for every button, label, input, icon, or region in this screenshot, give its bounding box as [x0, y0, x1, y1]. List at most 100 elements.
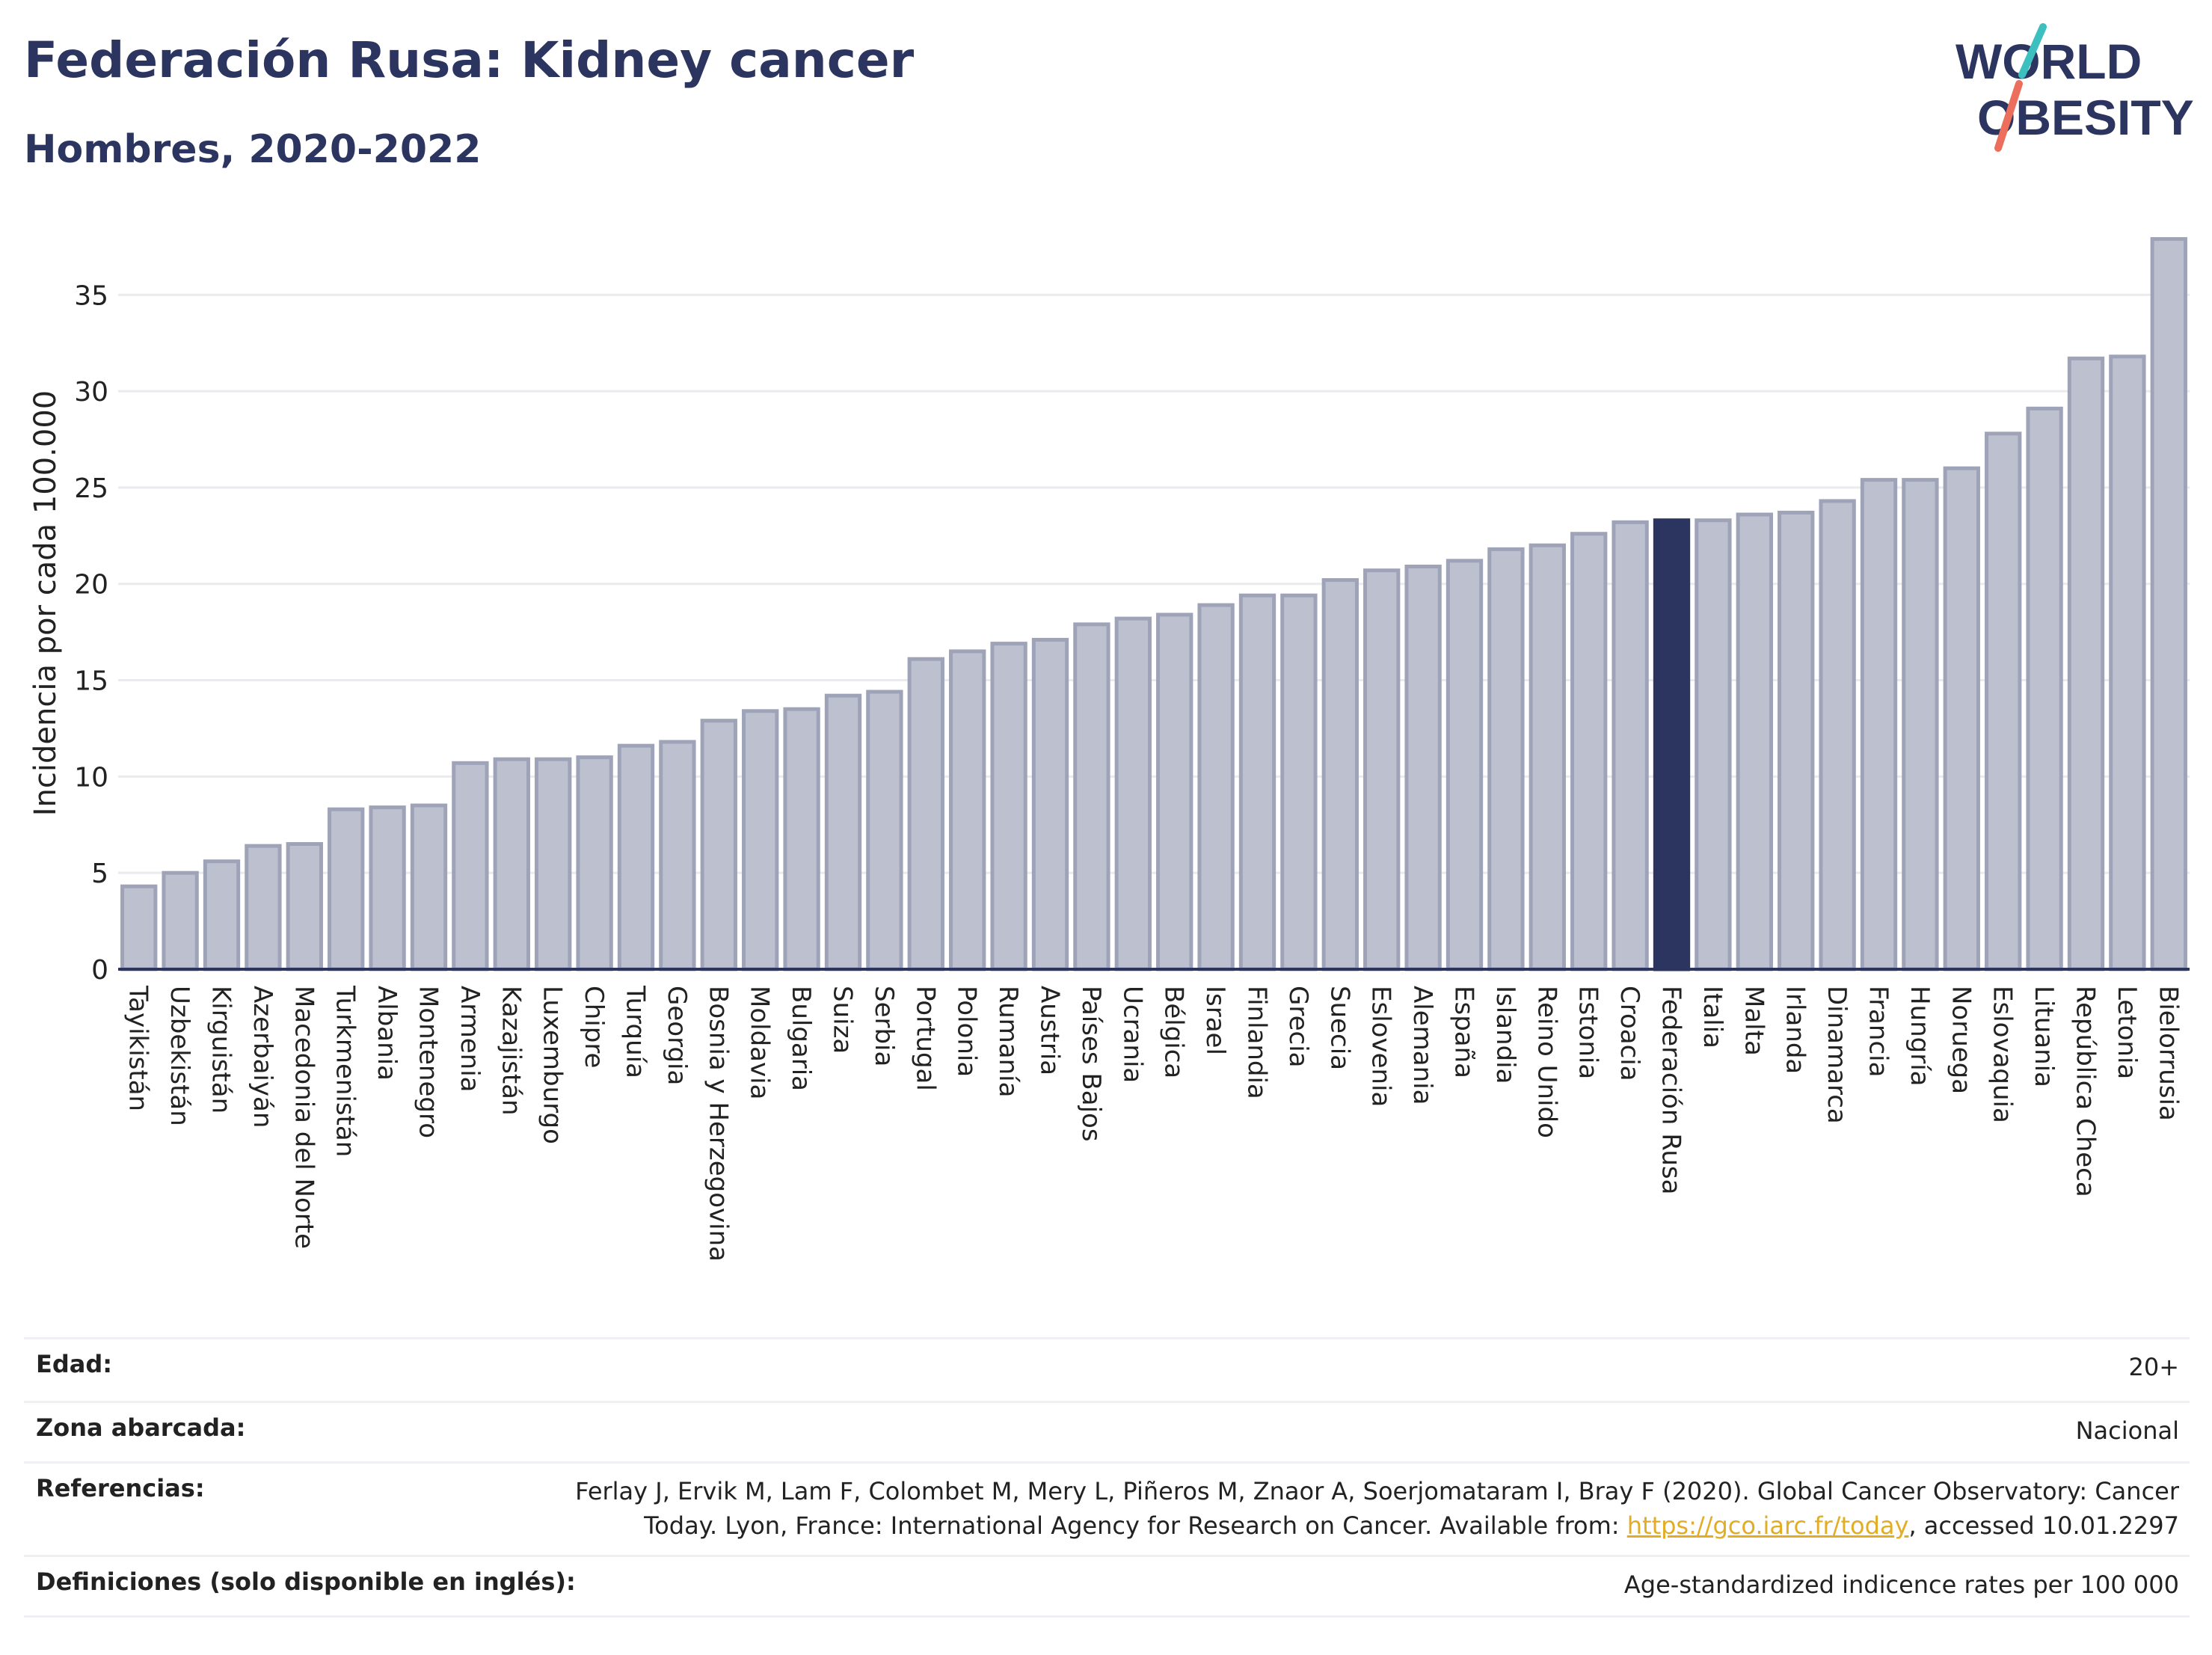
bar-26 — [1156, 612, 1193, 971]
x-tick-label: Israel — [1200, 986, 1230, 1055]
bar-6 — [328, 807, 365, 971]
y-tick-label: 30 — [74, 377, 108, 408]
meta-zone-value: Nacional — [2075, 1416, 2179, 1445]
bar-38 — [1653, 518, 1691, 971]
x-tick-label: Macedonia del Norte — [289, 986, 319, 1249]
chart-title: Federación Rusa: Kidney cancer — [24, 31, 915, 89]
x-tick-label: Portugal — [910, 986, 940, 1091]
metadata-table: Edad: 20+ Zona abarcada: Nacional Refere… — [24, 1337, 2190, 1618]
x-tick-label: Kirguistán — [206, 986, 236, 1114]
x-tick-label: Armenia — [455, 986, 485, 1093]
x-tick-label: Alemania — [1407, 986, 1437, 1105]
x-tick-label: Polonia — [952, 986, 982, 1077]
world-obesity-logo: WORLD OBESITY — [1956, 23, 2194, 152]
logo-text-world: WORLD — [1956, 34, 2142, 89]
x-tick-label: Países Bajos — [1076, 986, 1106, 1142]
bar-43 — [1860, 478, 1898, 971]
bar-46 — [1985, 432, 2022, 971]
bar-21 — [949, 649, 986, 971]
x-tick-label: Irlanda — [1781, 986, 1810, 1074]
x-tick-label: Rumanía — [993, 986, 1023, 1097]
bar-28 — [1238, 593, 1276, 971]
x-tick-label: Albania — [372, 986, 402, 1081]
x-tick-label: Azerbaiyán — [248, 986, 277, 1128]
x-tick-label: España — [1449, 986, 1479, 1078]
x-tick-label: Serbia — [869, 986, 899, 1066]
x-tick-label: Francia — [1864, 986, 1893, 1077]
x-tick-label: Uzbekistán — [165, 986, 194, 1126]
x-tick-label: Eslovenia — [1366, 986, 1396, 1107]
y-tick-label: 15 — [74, 666, 108, 697]
ref-text-1: Ferlay J, Ervik M, Lam F, Colombet M, Me… — [575, 1477, 2179, 1505]
logo-slash-teal — [2018, 23, 2047, 79]
x-tick-label: Bosnia y Herzegovina — [703, 986, 733, 1262]
meta-age-value: 20+ — [2128, 1353, 2179, 1381]
bar-29 — [1280, 593, 1318, 971]
x-tick-label: Grecia — [1283, 986, 1313, 1067]
ref-link[interactable]: https://gco.iarc.fr/today — [1626, 1511, 1909, 1540]
x-tick-label: República Checa — [2071, 986, 2101, 1197]
x-tick-label: Bulgaria — [786, 986, 816, 1091]
x-tick-label: Chipre — [579, 986, 609, 1068]
x-tick-label: Ucrania — [1117, 986, 1147, 1083]
bar-34 — [1487, 547, 1525, 971]
bar-4 — [245, 844, 282, 971]
ref-text-2: Today. Lyon, France: International Agenc… — [644, 1511, 1627, 1540]
x-tick-label: Hungría — [1905, 986, 1935, 1087]
bar-45 — [1943, 466, 1980, 971]
x-tick-label: Suiza — [828, 986, 858, 1054]
bar-18 — [824, 693, 862, 971]
x-axis-labels: Tayikistán Uzbekistán Kirguistán Azerbaiyán… — [123, 985, 2184, 1262]
bar-14 — [659, 740, 696, 971]
bar-15 — [700, 719, 737, 971]
x-tick-label: Letonia — [2112, 986, 2142, 1079]
bar-39 — [1695, 518, 1732, 971]
bar-5 — [286, 842, 323, 971]
x-tick-label: Georgia — [662, 986, 692, 1085]
x-tick-label: Kazajistán — [496, 986, 526, 1116]
bar-41 — [1778, 510, 1815, 971]
x-tick-label: Italia — [1698, 986, 1727, 1048]
bar-36 — [1570, 532, 1608, 971]
y-tick-label: 20 — [74, 570, 108, 601]
chart-subtitle: Hombres, 2020-2022 — [24, 127, 482, 172]
bars — [120, 237, 2187, 971]
bar-44 — [1902, 478, 1939, 971]
bar-37 — [1612, 520, 1649, 971]
x-tick-label: Finlandia — [1242, 986, 1272, 1099]
x-tick-label: Moldavia — [745, 986, 775, 1099]
bar-50 — [2150, 237, 2187, 971]
x-tick-label: Montenegro — [414, 986, 443, 1138]
meta-ref-label: Referencias: — [36, 1474, 205, 1502]
bar-8 — [410, 803, 448, 971]
bar-33 — [1446, 559, 1484, 971]
x-tick-label: Lituania — [2029, 986, 2059, 1087]
x-tick-label: Malta — [1739, 986, 1769, 1056]
bar-40 — [1736, 512, 1773, 971]
y-tick-label: 0 — [91, 955, 108, 986]
x-tick-label: Eslovaquia — [1988, 986, 2018, 1123]
bar-31 — [1363, 568, 1401, 971]
y-axis-ticks: 0 5 10 15 20 25 30 35 — [74, 280, 108, 986]
meta-row-definitions: Definiciones (solo disponible en inglés)… — [24, 1555, 2190, 1618]
ref-text-3: , accessed 10.01.2297 — [1908, 1511, 2179, 1540]
x-tick-label: Turkmenistán — [331, 985, 360, 1157]
bar-10 — [493, 757, 530, 971]
bar-7 — [369, 805, 406, 971]
bar-49 — [2109, 354, 2146, 971]
bar-24 — [1073, 622, 1110, 971]
x-tick-label: Suecia — [1324, 986, 1354, 1070]
y-tick-label: 5 — [91, 859, 108, 889]
bar-1 — [120, 884, 158, 971]
x-tick-label: Estonia — [1573, 986, 1603, 1079]
x-tick-label: Turquía — [621, 985, 651, 1078]
bar-22 — [990, 642, 1027, 971]
y-tick-label: 35 — [74, 280, 108, 311]
bar-12 — [576, 755, 613, 971]
meta-row-references: Referencias: Ferlay J, Ervik M, Lam F, C… — [24, 1461, 2190, 1555]
bar-2 — [162, 871, 199, 971]
x-tick-label: Noruega — [1946, 986, 1976, 1094]
bar-chart: 0 5 10 15 20 25 30 35 Tayikistán Uzbekistán Kirgu… — [28, 237, 2190, 1262]
bar-17 — [783, 707, 820, 971]
x-tick-label: Croacia — [1615, 986, 1644, 1081]
